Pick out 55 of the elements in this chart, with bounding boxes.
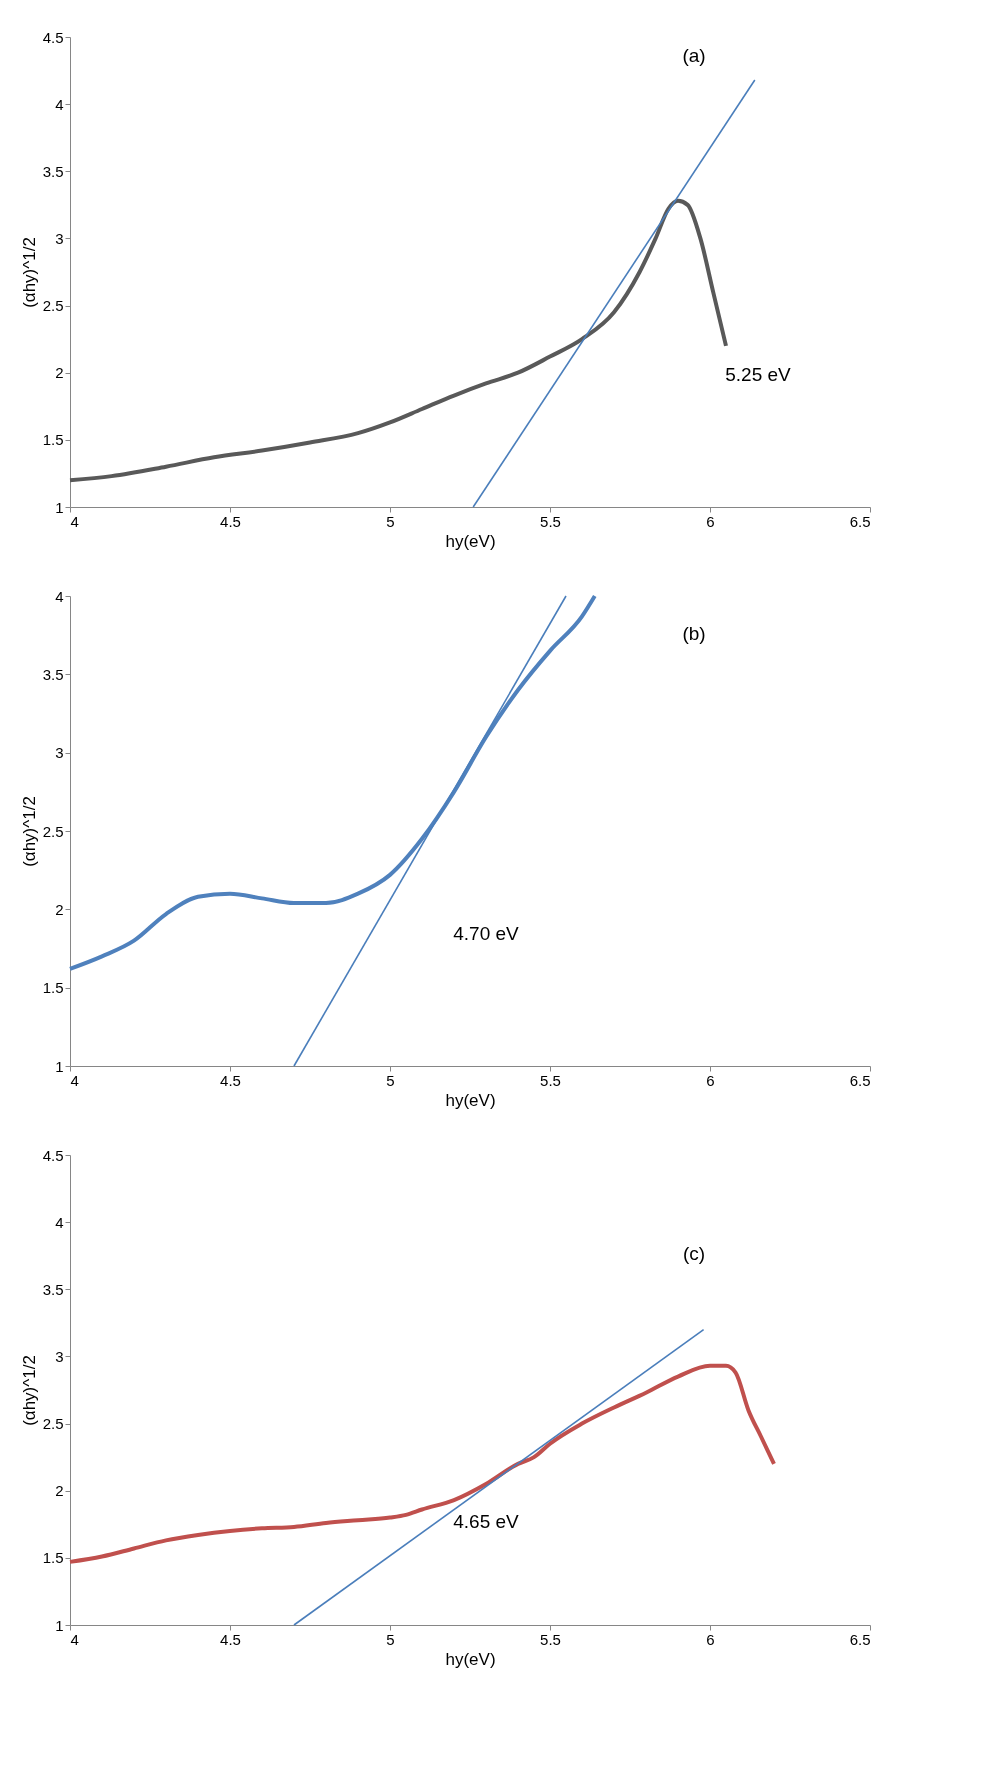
y-tick-label: 1 <box>55 498 64 516</box>
x-tick-label: 6.5 <box>849 512 871 530</box>
annotation: (b) <box>682 622 706 644</box>
y-tick-label: 3.5 <box>42 665 64 683</box>
x-tick-label: 5 <box>386 512 395 530</box>
y-tick-label: 1.5 <box>42 431 64 449</box>
annotation: (c) <box>682 1242 706 1264</box>
x-tick-label: 5 <box>386 1071 395 1089</box>
y-tick-label: 3 <box>55 744 64 762</box>
y-tick-label: 3.5 <box>42 162 64 180</box>
x-tick-label: 6 <box>706 1630 715 1648</box>
y-tick-label: 3.5 <box>42 1280 64 1298</box>
y-tick-label: 2.5 <box>42 297 64 315</box>
y-axis-title: (αhy)^1/2 <box>19 237 39 308</box>
x-tick-label: 6 <box>706 512 715 530</box>
x-tick-label: 5 <box>386 1630 395 1648</box>
y-tick-label: 2 <box>55 1482 64 1500</box>
x-tick-label: 4.5 <box>220 1071 241 1089</box>
y-tick-label: 4.5 <box>42 28 64 46</box>
x-tick-label: 4 <box>70 512 79 530</box>
y-tick-label: 1 <box>55 1057 64 1075</box>
x-tick-label: 4 <box>70 1630 79 1648</box>
x-axis-title: hy(eV) <box>445 1090 496 1110</box>
x-tick-label: 4 <box>70 1071 79 1089</box>
x-tick-label: 5.5 <box>540 1630 561 1648</box>
y-tick-label: 1 <box>55 1616 64 1634</box>
y-tick-label: 4 <box>55 587 64 605</box>
x-axis-title: hy(eV) <box>445 1649 496 1669</box>
y-tick-label: 2 <box>55 364 64 382</box>
y-tick-label: 2 <box>55 900 64 918</box>
y-tick-label: 3 <box>55 229 64 247</box>
annotation: 5.25 eV <box>725 364 792 386</box>
y-axis-title: (αhy)^1/2 <box>19 1355 39 1426</box>
annotation: 4.70 eV <box>453 923 520 945</box>
x-tick-label: 6.5 <box>849 1630 871 1648</box>
x-tick-label: 4.5 <box>220 1630 241 1648</box>
y-tick-label: 4.5 <box>42 1146 64 1164</box>
annotation: 4.65 eV <box>453 1510 520 1532</box>
y-tick-label: 3 <box>55 1347 64 1365</box>
x-tick-label: 5.5 <box>540 512 561 530</box>
y-tick-label: 1.5 <box>42 1549 64 1567</box>
line-series <box>68 1363 776 1564</box>
y-tick-label: 2.5 <box>42 1415 64 1433</box>
x-axis-title: hy(eV) <box>445 531 496 551</box>
y-axis-title: (αhy)^1/2 <box>19 796 39 867</box>
x-tick-label: 4.5 <box>220 512 241 530</box>
y-tick-label: 2.5 <box>42 822 64 840</box>
x-tick-label: 5.5 <box>540 1071 561 1089</box>
y-tick-label: 4 <box>55 95 64 113</box>
x-tick-label: 6.5 <box>849 1071 871 1089</box>
y-tick-label: 1.5 <box>42 979 64 997</box>
y-tick-label: 4 <box>55 1213 64 1231</box>
line-series <box>68 198 728 483</box>
x-tick-label: 6 <box>706 1071 715 1089</box>
annotation: (a) <box>682 44 706 66</box>
